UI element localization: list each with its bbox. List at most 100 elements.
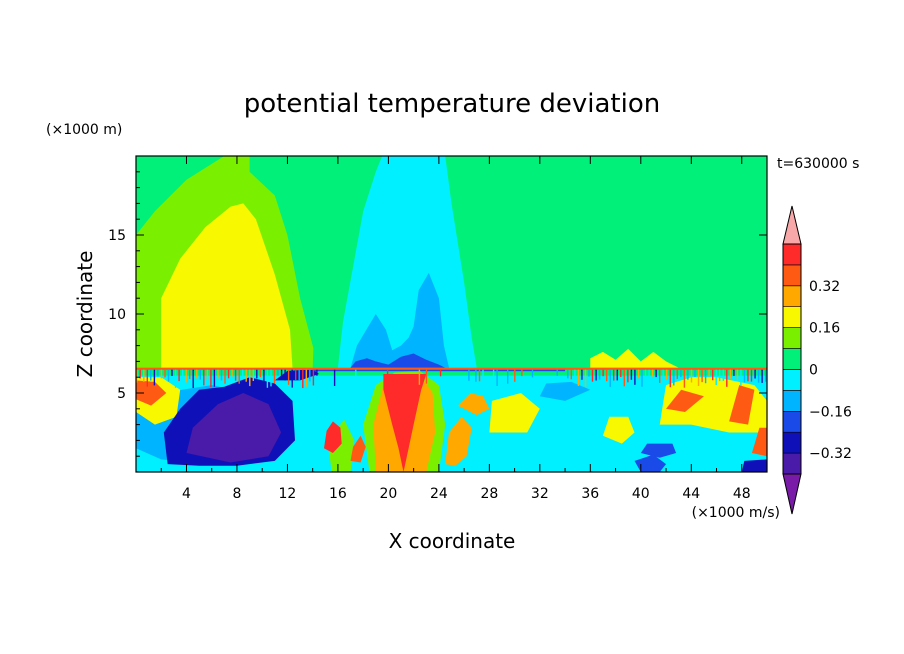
- interface-stripe: [280, 369, 283, 380]
- interface-stripe: [606, 369, 608, 382]
- interface-stripe: [139, 369, 141, 379]
- interface-stripe: [273, 369, 276, 384]
- contour-region-8: [350, 272, 449, 368]
- interface-top-line: [136, 367, 767, 370]
- contour-region-7: [337, 156, 477, 368]
- y-tick-label: 5: [117, 386, 126, 402]
- contour-region-31: [729, 385, 755, 425]
- interface-stripe: [160, 369, 163, 379]
- contour-region-6: [136, 156, 152, 185]
- interface-stripe: [192, 369, 194, 388]
- contour-region-24: [457, 393, 490, 416]
- x-tick-label: 20: [379, 486, 397, 502]
- contour-region-3: [239, 355, 263, 368]
- x-tick-label: 40: [632, 486, 650, 502]
- interface-stripe: [690, 369, 693, 383]
- interface-stripe: [574, 369, 576, 384]
- interface-stripe: [143, 369, 145, 382]
- x-tick-label: 8: [232, 486, 241, 502]
- interface-stripe: [309, 369, 311, 382]
- contour-region-10: [136, 375, 767, 472]
- interface-stripe: [697, 369, 700, 386]
- colorbar-segment: [782, 410, 802, 433]
- interface-stripe: [591, 369, 594, 382]
- contour-region-5: [628, 156, 767, 264]
- interface-stripe: [627, 369, 629, 383]
- interface-stripe: [581, 369, 583, 380]
- interface-stripe: [598, 369, 601, 380]
- interface-stripe: [648, 369, 650, 386]
- interface-stripe: [616, 369, 618, 381]
- interface-stripe: [305, 369, 307, 387]
- interface-stripe: [185, 369, 187, 383]
- interface-stripe: [333, 369, 336, 386]
- contour-region-30: [666, 389, 704, 412]
- interface-stripe: [701, 369, 703, 383]
- contour-region-32: [751, 427, 767, 457]
- contour-region-25: [489, 393, 540, 433]
- interface-stripe: [224, 369, 226, 384]
- interface-stripe: [153, 369, 156, 386]
- interface-stripe: [531, 369, 534, 378]
- x-tick-label: 4: [182, 486, 191, 502]
- interface-stripe: [623, 369, 625, 387]
- interface-stripe: [602, 369, 604, 377]
- time-label: t=630000 s: [777, 156, 859, 172]
- interface-stripe: [217, 369, 219, 379]
- interface-stripe: [694, 369, 696, 377]
- colorbar: −0.32 −0.16 0 0.16 0.32: [782, 205, 852, 515]
- contour-region-9: [350, 353, 446, 368]
- colorbar-segment: [782, 264, 802, 287]
- interface-stripe: [644, 369, 647, 381]
- interface-stripe: [210, 369, 212, 388]
- interface-stripe: [637, 369, 640, 379]
- contour-region-26: [602, 416, 635, 444]
- contour-regions: [136, 156, 767, 472]
- interface-stripe: [150, 369, 152, 381]
- colorbar-tick-label: −0.16: [809, 404, 852, 420]
- interface-stripe: [747, 369, 749, 382]
- interface-stripe: [588, 369, 590, 377]
- y-axis-label: Z coordinate: [73, 251, 97, 378]
- x-tick-label: 28: [480, 486, 498, 502]
- interface-stripe: [729, 369, 731, 379]
- interface-stripe: [521, 369, 523, 377]
- colorbar-segment: [782, 390, 802, 412]
- interface-stripe: [302, 369, 304, 389]
- y-tick-label: 15: [108, 228, 126, 244]
- colorbar-frame: [782, 243, 802, 475]
- interface-stripe: [468, 369, 470, 381]
- colorbar-segment: [782, 243, 802, 266]
- interface-stripe: [726, 369, 728, 387]
- x-tick-label: 16: [329, 486, 347, 502]
- interface-stripe: [418, 369, 421, 385]
- interface-stripe: [312, 369, 315, 386]
- colorbar-segment: [782, 327, 802, 349]
- interface-stripe: [199, 369, 201, 380]
- contour-region-34: [741, 459, 767, 472]
- interface-stripe: [609, 369, 611, 387]
- interface-stripe: [316, 369, 318, 376]
- interface-stripe: [673, 369, 675, 386]
- interface-stripe: [295, 369, 297, 380]
- interface-stripe: [189, 369, 191, 379]
- interface-stripe: [715, 369, 717, 385]
- colorbar-segment: [782, 285, 802, 307]
- interface-stripe: [298, 369, 300, 381]
- interface-stripe: [174, 369, 177, 388]
- interface-stripe: [227, 369, 230, 379]
- interface-stripe: [259, 369, 262, 378]
- interface-stripe: [355, 369, 357, 378]
- interface-stripe: [266, 369, 269, 388]
- interface-stripe: [263, 369, 265, 386]
- interface-stripe: [630, 369, 633, 380]
- contour-region-21: [324, 421, 342, 453]
- x-tick-label: 32: [531, 486, 549, 502]
- interface-stripe: [584, 369, 587, 387]
- interface-stripe: [514, 369, 516, 382]
- colorbar-tick-label: 0.32: [809, 279, 840, 295]
- interface-stripe: [613, 369, 615, 381]
- interface-stripe: [743, 369, 746, 383]
- contour-region-16: [274, 369, 319, 381]
